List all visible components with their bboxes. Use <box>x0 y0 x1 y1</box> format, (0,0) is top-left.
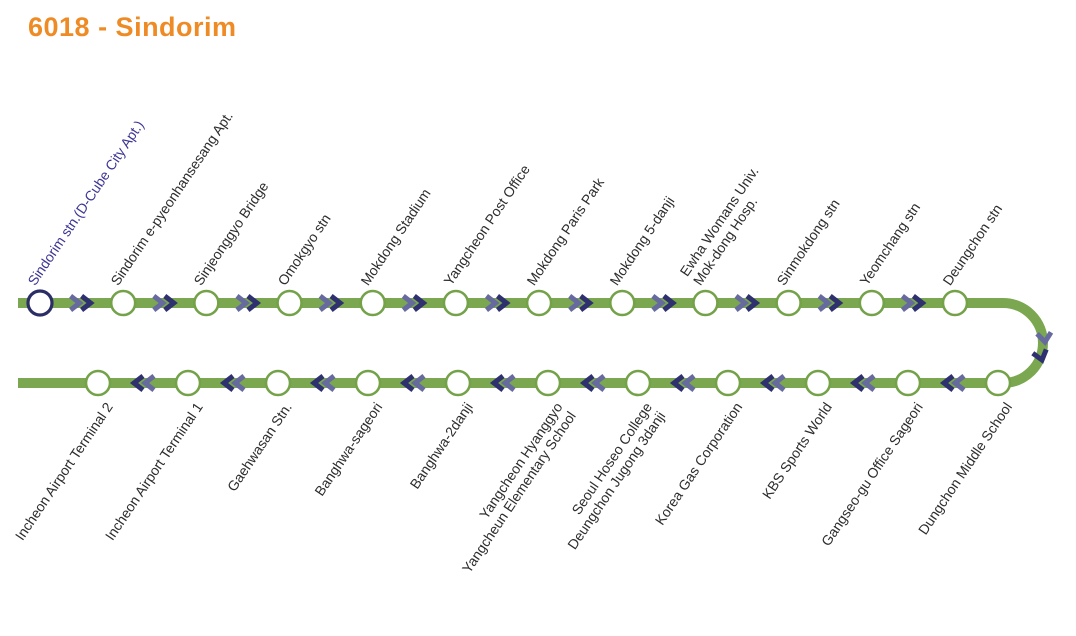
chevron-arrow-icon <box>817 294 833 312</box>
chevron-arrow-icon <box>669 374 685 392</box>
chevron-arrow-icon <box>860 374 876 392</box>
chevron-arrow-icon <box>230 374 246 392</box>
station-circle[interactable] <box>984 369 1012 397</box>
station-circle[interactable] <box>624 369 652 397</box>
direction-chevrons <box>69 294 1054 392</box>
chevron-arrow-icon <box>662 294 677 312</box>
station-circle[interactable] <box>608 289 636 317</box>
station-circle[interactable] <box>359 289 387 317</box>
chevron-arrow-icon <box>484 294 500 312</box>
station-circle[interactable] <box>193 289 220 317</box>
chevron-arrow-icon <box>399 374 415 392</box>
chevron-arrow-icon <box>69 294 84 312</box>
station-circles <box>26 289 1012 397</box>
chevron-arrow-icon <box>80 294 95 312</box>
chevron-arrow-icon <box>412 294 428 312</box>
chevron-arrow-icon <box>246 294 262 312</box>
station-circle[interactable] <box>109 289 137 317</box>
chevron-arrow-icon <box>1031 348 1049 364</box>
chevron-arrow-icon <box>219 374 235 392</box>
chevron-arrow-icon <box>401 294 417 312</box>
station-circle[interactable] <box>534 369 562 397</box>
station-circle[interactable] <box>442 289 470 317</box>
chevron-arrow-icon <box>911 294 927 312</box>
station-circle[interactable] <box>276 289 303 317</box>
chevron-arrow-icon <box>500 374 516 392</box>
chevron-arrow-icon <box>770 374 786 392</box>
chevron-arrow-icon <box>734 294 750 312</box>
chevron-arrow-icon <box>489 374 505 392</box>
station-circle[interactable] <box>444 369 472 397</box>
route-line <box>18 298 1048 388</box>
route-title: 6018 - Sindorim <box>28 12 237 42</box>
station-circle[interactable] <box>692 289 719 317</box>
chevron-arrow-icon <box>309 374 325 392</box>
origin-station-circle[interactable] <box>26 289 54 317</box>
station-circle[interactable] <box>858 289 886 317</box>
station-circle[interactable] <box>941 289 969 317</box>
chevron-arrow-icon <box>590 374 606 392</box>
station-circle[interactable] <box>775 289 802 317</box>
chevron-arrow-icon <box>828 294 844 312</box>
station-circle[interactable] <box>525 289 553 317</box>
station-circle[interactable] <box>264 369 292 397</box>
chevron-arrow-icon <box>579 294 594 312</box>
station-circle[interactable] <box>804 369 832 397</box>
station-circle[interactable] <box>894 369 922 397</box>
chevron-arrow-icon <box>318 294 334 312</box>
chevron-arrow-icon <box>745 294 761 312</box>
station-circle[interactable] <box>714 369 742 397</box>
chevron-arrow-icon <box>568 294 583 312</box>
chevron-arrow-icon <box>759 374 775 392</box>
chevron-arrow-icon <box>939 374 955 392</box>
chevron-arrow-icon <box>579 374 595 392</box>
chevron-arrow-icon <box>329 294 345 312</box>
chevron-arrow-icon <box>235 294 251 312</box>
chevron-arrow-icon <box>495 294 511 312</box>
station-circle[interactable] <box>84 369 112 397</box>
station-circle[interactable] <box>354 369 382 397</box>
chevron-arrow-icon <box>651 294 666 312</box>
chevron-arrow-icon <box>320 374 336 392</box>
chevron-arrow-icon <box>410 374 426 392</box>
chevron-arrow-icon <box>152 294 167 312</box>
station-circle[interactable] <box>174 369 202 397</box>
chevron-arrow-icon <box>163 294 178 312</box>
chevron-arrow-icon <box>900 294 916 312</box>
chevron-arrow-icon <box>849 374 865 392</box>
chevron-arrow-icon <box>950 374 966 392</box>
chevron-arrow-icon <box>140 374 156 392</box>
chevron-arrow-icon <box>129 374 145 392</box>
chevron-arrow-icon <box>680 374 696 392</box>
chevron-arrow-icon <box>1035 330 1054 347</box>
